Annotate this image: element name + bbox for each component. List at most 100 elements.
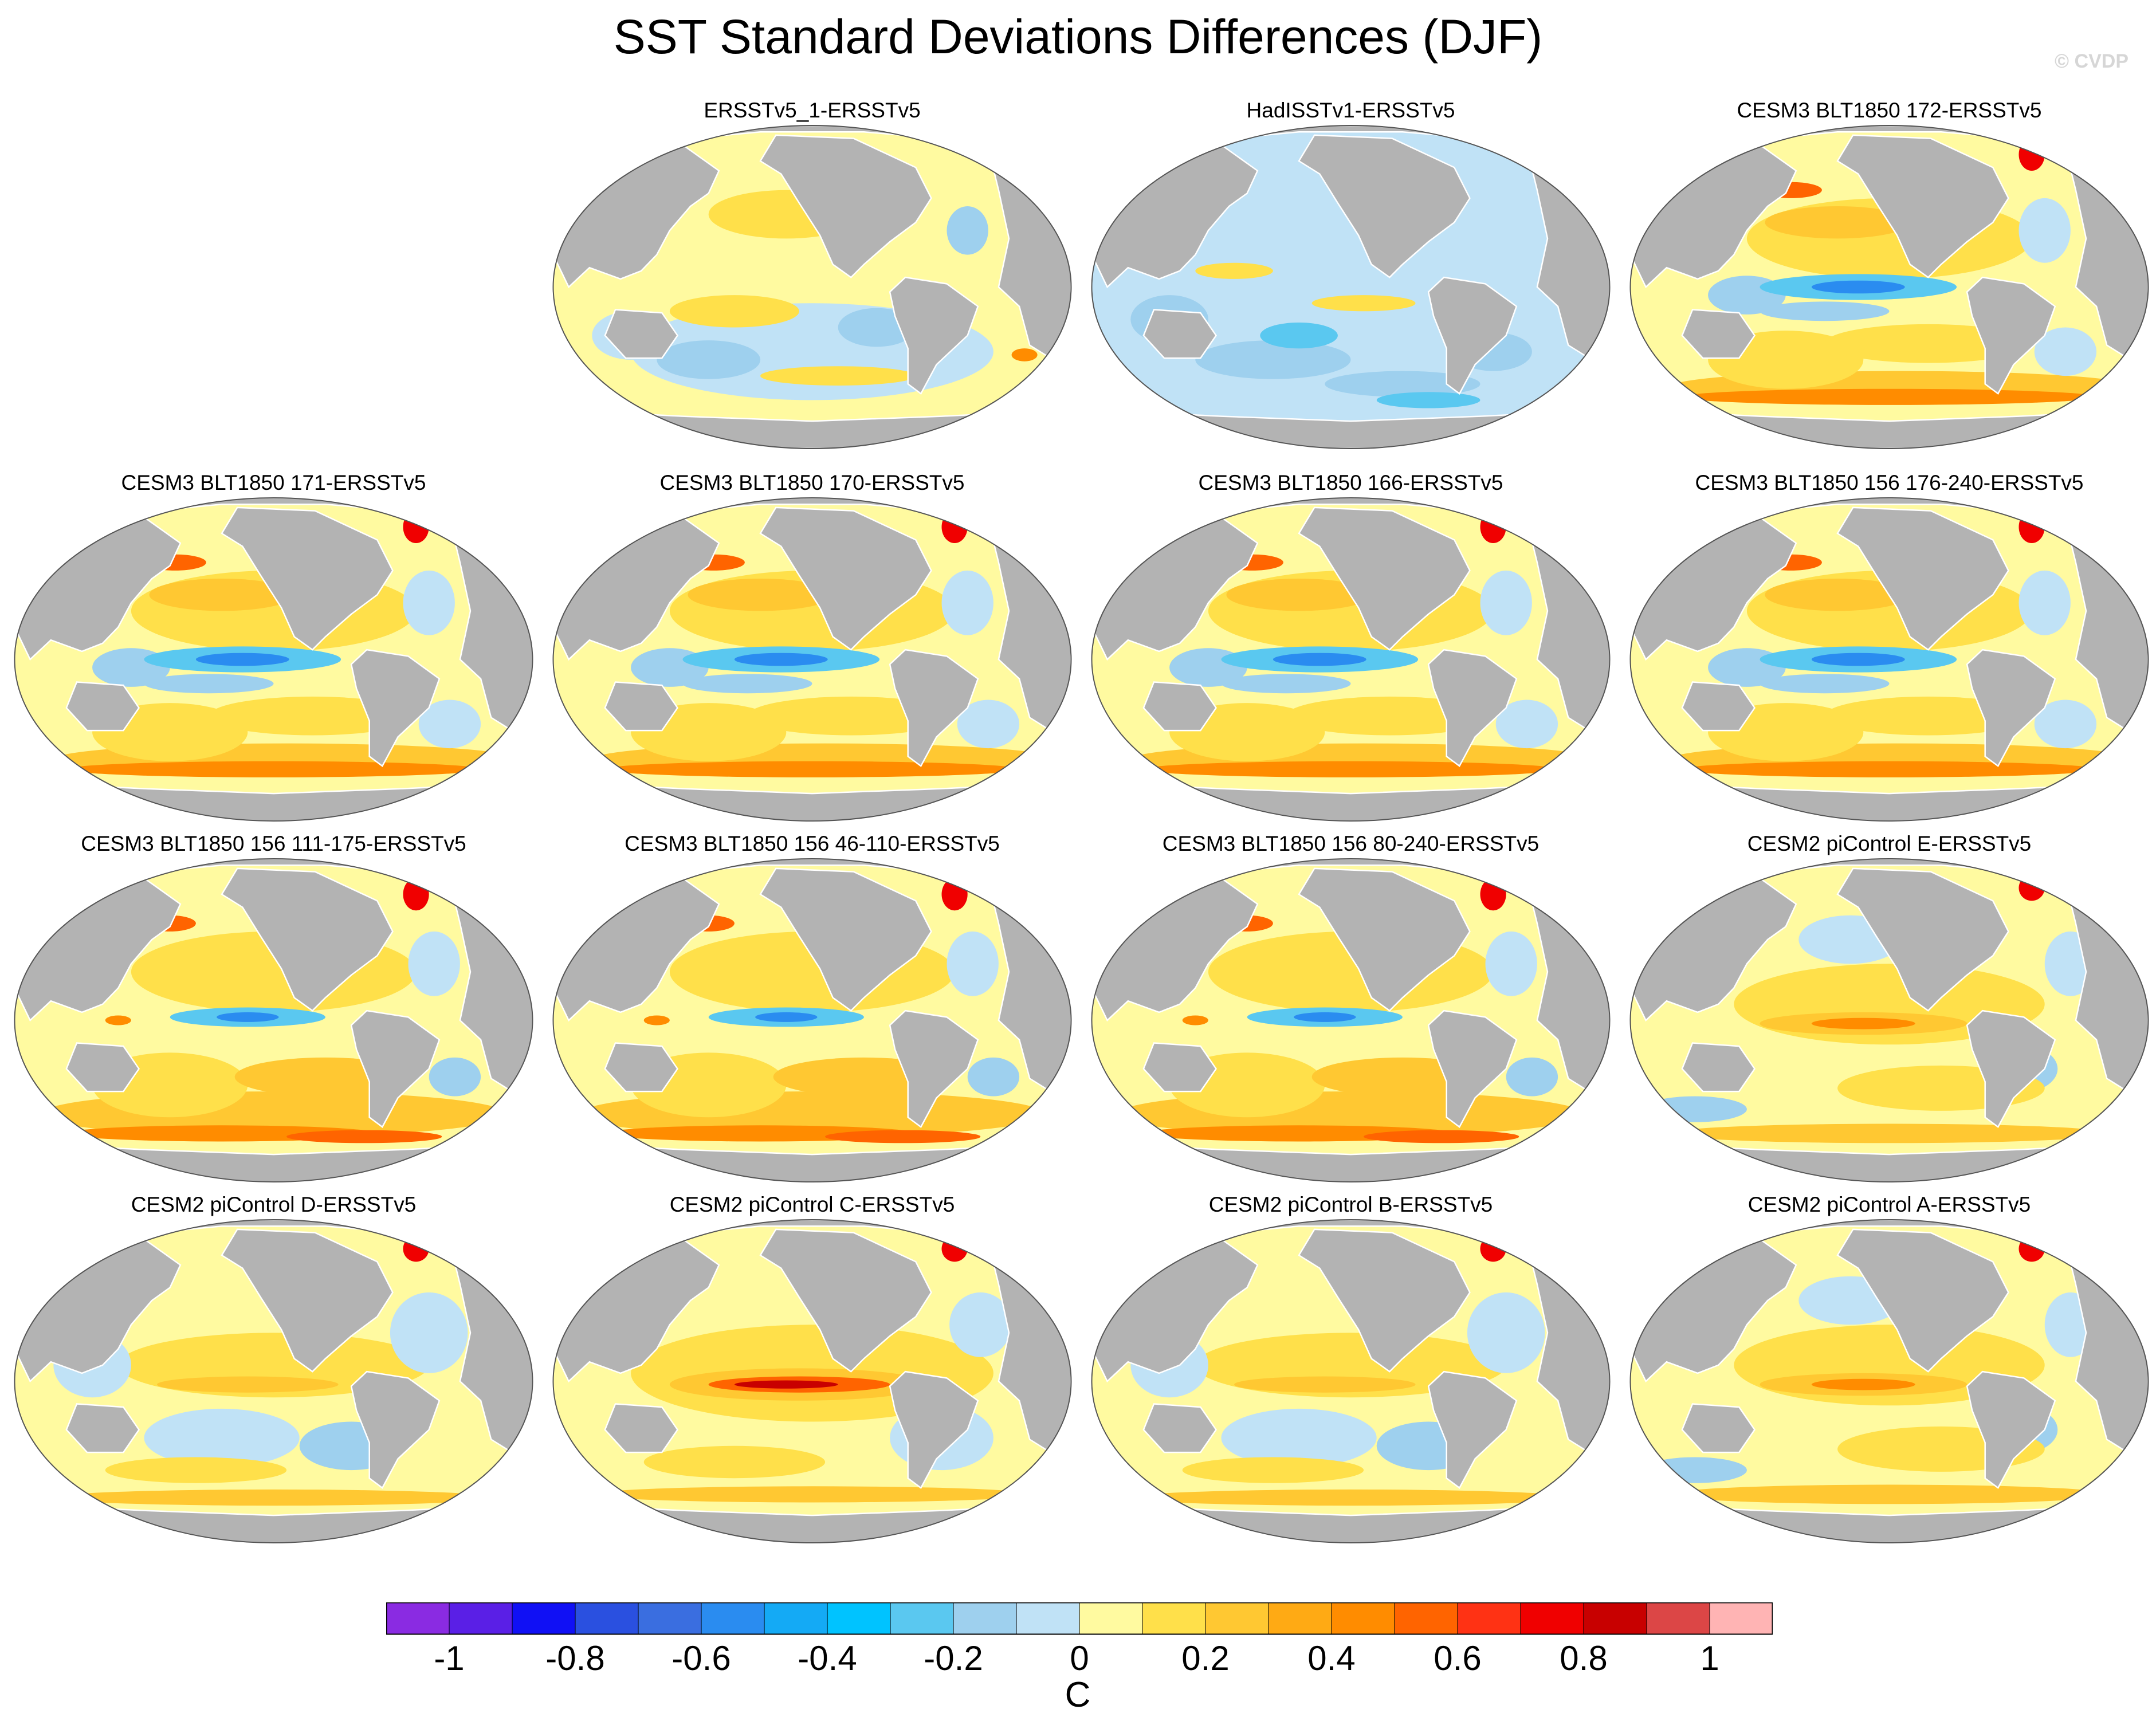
map-border — [1629, 1219, 2149, 1543]
map-border — [1091, 1219, 1611, 1543]
land-mass — [759, 506, 932, 651]
anomaly-contour — [825, 1130, 981, 1144]
anomaly-contour — [105, 1015, 131, 1025]
sst-difference-map — [1629, 497, 2149, 822]
colorbar-swatch — [1142, 1602, 1206, 1635]
anomaly-contour — [734, 653, 828, 666]
land-mass — [1427, 649, 1518, 767]
map-panel: CESM2 piControl A-ERSSTv5 — [1627, 1192, 2151, 1547]
anomaly-contour — [604, 761, 1020, 777]
anomaly-contour — [1765, 206, 1910, 239]
colorbar-swatch — [827, 1602, 891, 1635]
map-panel: CESM3 BLT1850 156 176-240-ERSSTv5 — [1627, 470, 2151, 825]
anomaly-contour — [66, 761, 481, 777]
anomaly-contour — [144, 1408, 300, 1467]
land-mass — [1298, 1228, 1471, 1373]
colorbar-unit-label: C — [1065, 1675, 1091, 1715]
land-mass — [221, 506, 394, 651]
anomaly-contour — [2018, 1236, 2045, 1262]
panel-title: CESM3 BLT1850 156 46-110-ERSSTv5 — [625, 832, 1000, 855]
anomaly-contour — [2018, 875, 2045, 901]
anomaly-contour — [1364, 1130, 1519, 1144]
colorbar-tick-label: -0.2 — [924, 1639, 983, 1677]
land-mass — [1142, 309, 1218, 359]
anomaly-contour — [403, 1236, 429, 1262]
map-panel: CESM2 piControl D-ERSSTv5 — [11, 1192, 536, 1547]
land-mass — [889, 276, 979, 395]
anomaly-contour — [1130, 1489, 1571, 1506]
colorbar-tick-label: 0.8 — [1560, 1639, 1607, 1677]
sst-difference-map — [1091, 858, 1611, 1182]
land-mass — [889, 1370, 979, 1489]
sst-difference-map — [14, 858, 533, 1182]
anomaly-contour — [403, 510, 429, 543]
land-mass — [65, 681, 140, 732]
map-panel: CESM2 piControl B-ERSSTv5 — [1089, 1192, 1613, 1547]
colorbar-tick-label: -1 — [434, 1639, 464, 1677]
land-mass — [1966, 1009, 2056, 1128]
anomaly-contour — [1325, 371, 1480, 397]
colorbar-swatch — [1583, 1602, 1647, 1635]
figure-title: SST Standard Deviations Differences (DJF… — [613, 10, 1543, 64]
anomaly-contour — [949, 1292, 1012, 1357]
sst-difference-map — [1091, 1219, 1611, 1543]
map-border — [14, 1219, 533, 1543]
anomaly-contour — [1480, 1236, 1506, 1262]
sst-difference-map — [1629, 858, 2149, 1182]
anomaly-contour — [1669, 1123, 2110, 1144]
anomaly-contour — [760, 366, 916, 386]
anomaly-contour — [1811, 1378, 1915, 1390]
anomaly-contour — [217, 1012, 279, 1022]
map-border — [552, 125, 1072, 449]
map-border — [1091, 497, 1611, 822]
colorbar-tick-label: -0.6 — [671, 1639, 731, 1677]
anomaly-contour — [941, 1236, 968, 1262]
anomaly-contour — [1506, 1057, 1558, 1097]
anomaly-contour — [1643, 1096, 1747, 1122]
land-mass — [1427, 1370, 1518, 1489]
land-mass — [350, 649, 441, 767]
land-mass — [1836, 134, 2009, 278]
sst-difference-map — [1629, 1219, 2149, 1543]
anomaly-contour — [1011, 348, 1038, 361]
panel-title: CESM3 BLT1850 172-ERSSTv5 — [1737, 99, 2042, 122]
map-panel: CESM3 BLT1850 156 111-175-ERSSTv5 — [11, 831, 536, 1186]
anomaly-contour — [2034, 700, 2097, 749]
anomaly-contour — [941, 570, 993, 635]
map-panel: CESM3 BLT1850 166-ERSSTv5 — [1089, 470, 1613, 825]
map-border — [14, 858, 533, 1182]
colorbar-swatch — [1331, 1602, 1395, 1635]
anomaly-contour — [1195, 262, 1273, 279]
colorbar-swatch — [1394, 1602, 1458, 1635]
map-border — [1629, 497, 2149, 822]
colorbar-swatch — [1709, 1602, 1773, 1635]
land-mass — [1298, 134, 1471, 278]
anomaly-contour — [643, 1445, 826, 1479]
colorbar-swatch — [701, 1602, 765, 1635]
land-mass — [1142, 1042, 1218, 1093]
land-mass — [1681, 681, 1756, 732]
anomaly-contour — [643, 1015, 670, 1025]
colorbar-swatch — [638, 1602, 702, 1635]
anomaly-contour — [1260, 323, 1338, 349]
map-border — [1091, 125, 1611, 449]
map-panel: ERSSTv5_1-ERSSTv5 — [550, 97, 1074, 453]
land-mass — [65, 1403, 140, 1453]
sst-difference-map — [1091, 497, 1611, 822]
land-mass — [1681, 1042, 1756, 1093]
panel-title: ERSSTv5_1-ERSSTv5 — [704, 99, 921, 122]
anomaly-contour — [1495, 700, 1558, 749]
anomaly-contour — [418, 700, 481, 749]
map-panel: CESM3 BLT1850 171-ERSSTv5 — [11, 470, 536, 825]
anomaly-contour — [1195, 340, 1351, 379]
anomaly-contour — [1811, 1017, 1915, 1030]
anomaly-contour — [1480, 878, 1506, 911]
sst-difference-map — [14, 497, 533, 822]
land-mass — [1836, 1228, 2009, 1373]
map-panel: CESM3 BLT1850 172-ERSSTv5 — [1627, 97, 2151, 453]
land-mass — [221, 867, 394, 1012]
anomaly-contour — [286, 1130, 442, 1144]
sst-difference-map — [1091, 125, 1611, 449]
land-mass — [350, 1009, 441, 1128]
panel-title: CESM2 piControl D-ERSSTv5 — [131, 1193, 417, 1216]
